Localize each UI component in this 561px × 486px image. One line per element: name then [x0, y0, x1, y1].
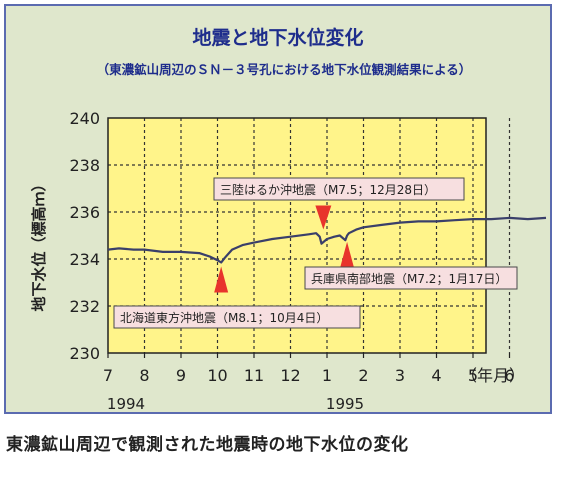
x-year-label: 1995: [326, 395, 364, 412]
x-tick-label: 5: [468, 366, 478, 385]
earthquake-callout-box: [304, 266, 518, 290]
earthquake-marker: [214, 266, 229, 293]
x-tick-label: 3: [395, 366, 405, 385]
y-tick-label: 240: [69, 109, 100, 128]
x-tick-label: 6: [504, 366, 514, 385]
x-tick-label: 10: [207, 366, 227, 385]
y-tick-label: 234: [69, 250, 100, 269]
chart-svg: 地震と地下水位変化 （東濃鉱山周辺のＳＮ－３号孔における地下水位観測結果による）…: [30, 26, 547, 413]
series-line: [107, 216, 547, 264]
y-tick-label: 236: [69, 203, 100, 222]
chart-subtitle: （東濃鉱山周辺のＳＮ－３号孔における地下水位観測結果による）: [97, 62, 472, 77]
plot-frame: [107, 117, 487, 354]
chart-figure: 地震と地下水位変化 （東濃鉱山周辺のＳＮ－３号孔における地下水位観測結果による）…: [4, 4, 552, 414]
y-axis-label: 地下水位（標高ｍ）: [30, 176, 48, 311]
earthquake-callout-box: [213, 177, 465, 201]
earthquake-callout-label: 三陸はるか沖地震（M7.5；12月28日）: [220, 183, 436, 197]
x-tick-label: 2: [358, 366, 368, 385]
x-tick-label: 12: [280, 366, 300, 385]
earthquake-callout-box: [113, 305, 361, 329]
y-tick-label: 232: [69, 297, 100, 316]
y-tick-label: 230: [69, 344, 100, 363]
earthquake-callout-label: 兵庫県南部地震（M7.2；1月17日）: [311, 271, 507, 286]
x-tick-label: 8: [139, 366, 149, 385]
x-tick-label: 7: [103, 366, 113, 385]
earthquake-marker: [315, 205, 332, 230]
y-tick-label: 238: [69, 156, 100, 175]
chart-title: 地震と地下水位変化: [192, 26, 363, 49]
x-axis-label: （年月）: [461, 366, 525, 385]
figure-caption: 東濃鉱山周辺で観測された地震時の地下水位の変化: [6, 435, 409, 455]
x-tick-label: 4: [431, 366, 441, 385]
x-tick-label: 9: [176, 366, 186, 385]
earthquake-marker: [340, 241, 355, 268]
x-tick-label: 1: [322, 366, 332, 385]
earthquake-callout-label: 北海道東方沖地震（M8.1；10月4日）: [120, 310, 328, 325]
x-tick-label: 11: [244, 366, 264, 385]
x-year-label: 1994: [107, 395, 145, 412]
